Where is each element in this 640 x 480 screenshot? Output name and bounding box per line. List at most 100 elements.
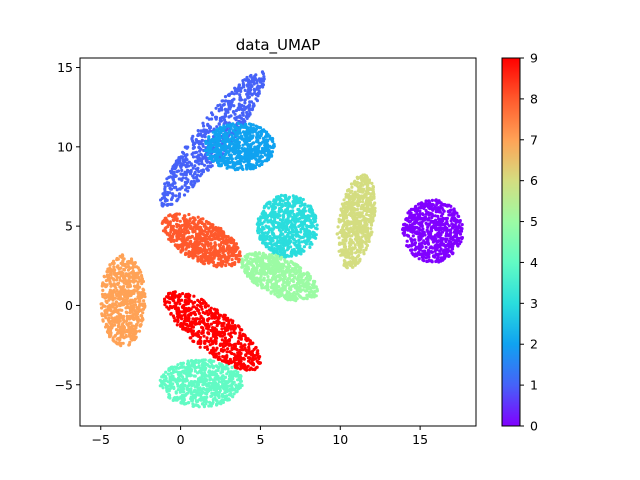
data-point [281, 266, 285, 270]
data-point [272, 225, 276, 229]
data-point [229, 141, 234, 145]
data-point [255, 161, 259, 165]
data-point [450, 217, 454, 221]
data-point [357, 211, 361, 215]
data-point [185, 158, 189, 162]
data-point [224, 163, 228, 167]
data-point [444, 217, 448, 221]
data-point [427, 213, 431, 217]
data-point [420, 241, 424, 245]
data-point [256, 139, 260, 143]
data-point [313, 214, 317, 218]
data-point [229, 114, 233, 118]
data-point [168, 377, 172, 381]
data-point [128, 289, 132, 293]
data-point [371, 184, 375, 189]
data-point [283, 235, 287, 239]
data-point [312, 281, 316, 285]
data-point [402, 231, 407, 235]
data-point [167, 368, 171, 372]
data-point [426, 235, 430, 239]
data-point [272, 207, 276, 211]
data-point [448, 232, 452, 236]
data-point [117, 302, 121, 306]
data-point [189, 182, 193, 186]
data-point [419, 236, 423, 240]
data-point [425, 228, 429, 232]
data-point [185, 386, 189, 390]
data-point [278, 199, 282, 203]
data-point [265, 235, 269, 239]
data-point [277, 261, 281, 265]
data-point [354, 195, 358, 199]
data-point [418, 227, 422, 232]
data-point [297, 274, 301, 278]
data-point [299, 266, 303, 270]
data-point [299, 247, 304, 251]
data-point [414, 206, 418, 210]
data-point [419, 206, 423, 210]
data-point [252, 278, 256, 282]
data-point [404, 223, 408, 227]
data-point [175, 161, 179, 166]
data-point [230, 388, 235, 392]
data-point [172, 180, 176, 184]
data-point [343, 262, 347, 266]
data-point [182, 387, 186, 391]
data-point [355, 229, 359, 233]
data-point [445, 247, 449, 251]
data-point [343, 220, 347, 225]
data-point [255, 255, 259, 260]
data-point [237, 382, 241, 386]
data-point [243, 258, 247, 262]
data-point [258, 150, 262, 154]
data-point [249, 127, 253, 131]
data-point [348, 196, 352, 200]
data-point [445, 204, 449, 208]
data-point [342, 259, 346, 263]
data-point [250, 149, 254, 154]
data-point [261, 235, 265, 239]
data-point [221, 144, 225, 148]
data-point [366, 189, 370, 193]
data-point [356, 193, 360, 197]
data-point [261, 251, 265, 255]
data-point [212, 365, 216, 369]
data-point [301, 212, 306, 216]
data-point [348, 256, 352, 260]
data-point [214, 154, 219, 158]
data-point [361, 240, 366, 244]
data-point [417, 242, 422, 246]
data-point [262, 227, 266, 231]
data-point [302, 220, 307, 224]
data-point [421, 249, 425, 253]
data-point [418, 248, 422, 252]
data-point [454, 234, 459, 238]
data-point [306, 214, 310, 218]
data-point [354, 208, 358, 212]
data-point [253, 74, 257, 78]
data-point [419, 232, 423, 237]
data-point [211, 398, 215, 402]
data-point [232, 110, 236, 114]
data-point [293, 230, 297, 234]
data-point [226, 101, 231, 106]
data-point [111, 296, 115, 300]
data-point [222, 102, 226, 107]
data-point [410, 239, 414, 243]
data-point [432, 206, 436, 210]
data-point [351, 217, 356, 221]
data-point [241, 260, 245, 264]
data-point [365, 186, 369, 190]
data-point [277, 285, 281, 289]
data-point [223, 95, 228, 99]
data-point [434, 246, 438, 250]
data-point [272, 256, 276, 260]
data-point [224, 146, 228, 150]
data-point [245, 75, 249, 80]
data-point [226, 150, 230, 154]
data-point [249, 252, 253, 256]
data-point [193, 159, 198, 164]
data-point [270, 237, 274, 241]
data-point [366, 226, 370, 230]
